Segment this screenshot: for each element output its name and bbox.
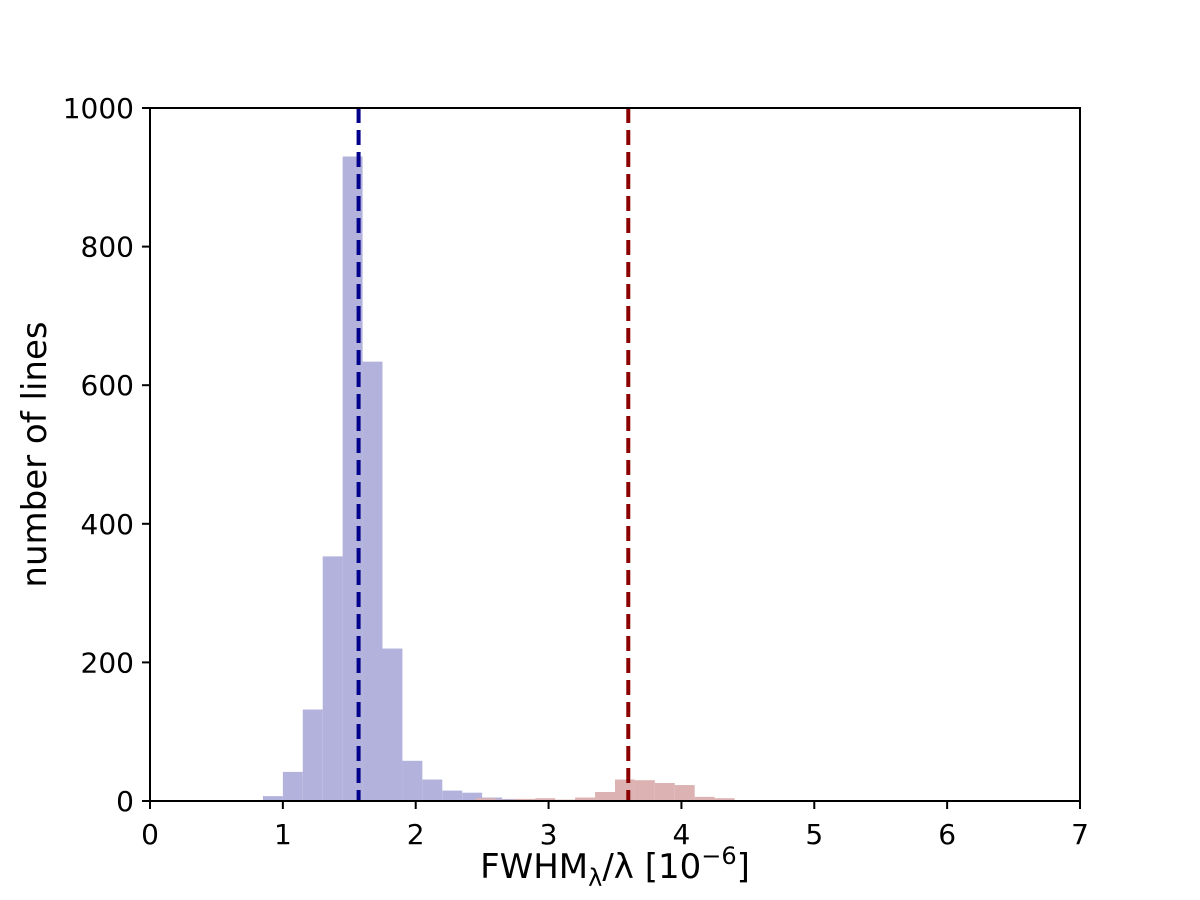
histogram-bar-series2-13 (714, 798, 735, 801)
x-axis-label: FWHMλ/λ [10−6] (480, 842, 750, 892)
histogram-bars (262, 156, 735, 801)
histogram-bar-series1-3 (302, 709, 323, 801)
x-axis-label-end: ] (737, 847, 750, 887)
x-axis-label-rest: /λ [10 (602, 847, 701, 887)
y-axis-ticks: 0 200 400 600 800 1000 (63, 92, 150, 818)
histogram-bar-series2-6 (575, 797, 596, 801)
x-tick-label: 2 (407, 818, 425, 851)
x-tick-label: 0 (141, 818, 159, 851)
x-axis-label-sub: λ (588, 864, 602, 892)
histogram-bar-series1-9 (422, 779, 443, 801)
histogram-bar-series2-1 (475, 798, 496, 801)
x-axis-label-sup: −6 (701, 842, 736, 870)
histogram-bar-series2-11 (674, 785, 695, 801)
histogram-bar-series1-1 (262, 796, 283, 801)
x-tick-label: 1 (274, 818, 292, 851)
histogram-bar-series1-8 (402, 760, 423, 801)
x-axis-ticks: 0 1 2 3 4 5 6 7 (141, 801, 1089, 851)
x-tick-label: 4 (673, 818, 691, 851)
histogram-bar-series2-7 (595, 791, 615, 801)
histogram-bar-series1-4 (322, 556, 343, 801)
y-tick-label: 400 (81, 508, 134, 541)
x-tick-label: 5 (805, 818, 823, 851)
x-axis-label-base: FWHM (480, 847, 588, 887)
histogram-bar-series2-10 (654, 782, 675, 801)
y-tick-label: 600 (81, 369, 134, 402)
histogram-bar-series1-6 (362, 361, 383, 801)
histogram-bar-series2-4 (535, 798, 556, 801)
histogram-bar-series2-3 (515, 798, 536, 801)
plot-frame (149, 107, 1081, 802)
y-tick-label: 0 (116, 785, 134, 818)
y-tick-label: 200 (81, 646, 134, 679)
y-tick-label: 800 (81, 231, 134, 264)
reference-lines (356, 108, 631, 801)
histogram-bar-series2-12 (694, 796, 715, 801)
x-tick-label: 6 (938, 818, 956, 851)
histogram-bar-series1-11 (462, 792, 483, 801)
x-tick-label: 7 (1071, 818, 1089, 851)
x-tick-label: 3 (540, 818, 558, 851)
y-axis-label: number of lines (15, 321, 55, 587)
histogram-bar-series2-8 (615, 779, 635, 801)
histogram-bar-series2-9 (634, 780, 655, 801)
histogram-bar-series1-10 (442, 790, 463, 801)
histogram-bar-series1-7 (382, 648, 403, 801)
y-tick-label: 1000 (63, 92, 134, 125)
histogram-bar-series1-2 (282, 771, 303, 801)
